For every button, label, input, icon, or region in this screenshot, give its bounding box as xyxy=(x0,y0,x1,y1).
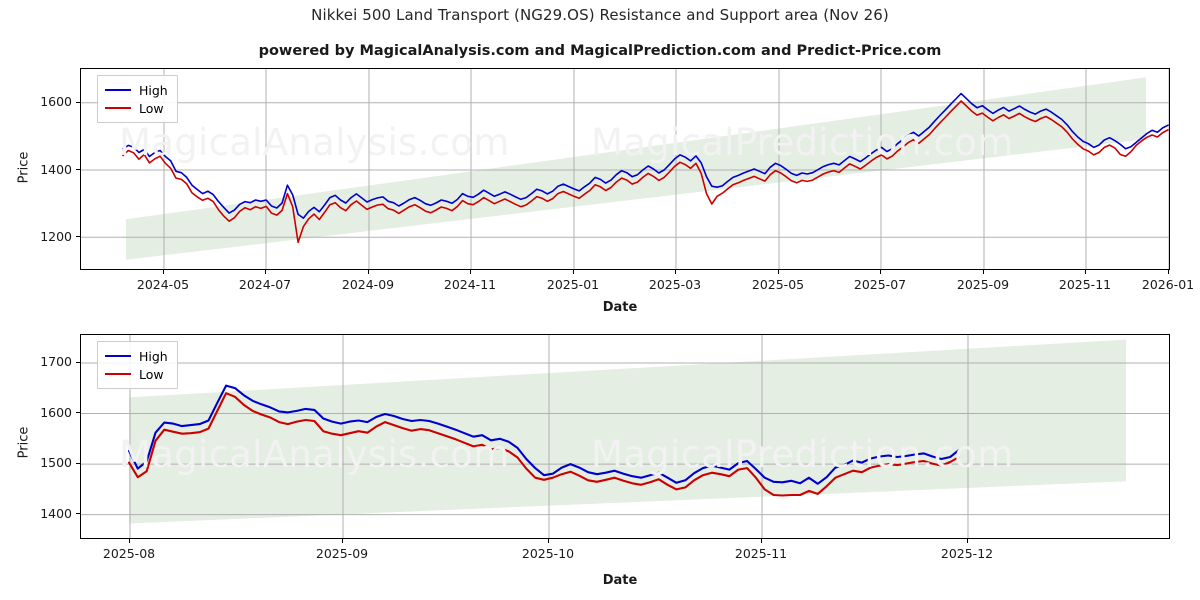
zoom-xtick-1: 2025-09 xyxy=(315,546,369,561)
overview-xtick-8: 2025-09 xyxy=(956,277,1010,292)
zoom-chart-panel: Price Date MagicalAnalysis.com MagicalPr… xyxy=(0,315,1200,600)
zoom-ytickmark-1500 xyxy=(76,462,80,464)
overview-x-axis-label: Date xyxy=(602,300,638,315)
overview-ytick-1200: 1200 xyxy=(40,229,72,244)
overview-xtickmark-6 xyxy=(778,270,779,274)
zoom-xtick-2: 2025-10 xyxy=(521,546,575,561)
overview-xtick-0: 2024-05 xyxy=(136,277,190,292)
zoom-legend: High Low xyxy=(97,341,178,389)
legend-item-low-zoom[interactable]: Low xyxy=(105,365,168,383)
legend-label-high-zoom: High xyxy=(139,348,168,364)
legend-label-high: High xyxy=(139,82,168,98)
legend-swatch-low xyxy=(105,107,131,109)
support-resistance-band xyxy=(126,77,1146,260)
overview-xtick-5: 2025-03 xyxy=(648,277,702,292)
overview-ytickmark-1200 xyxy=(76,236,80,238)
legend-item-high-zoom[interactable]: High xyxy=(105,347,168,365)
legend-swatch-high xyxy=(105,89,131,91)
overview-xtick-6: 2025-05 xyxy=(751,277,805,292)
legend-item-high[interactable]: High xyxy=(105,81,168,99)
overview-ytick-1400: 1400 xyxy=(40,162,72,177)
legend-swatch-low-zoom xyxy=(105,373,131,375)
overview-plot-area: MagicalAnalysis.com MagicalPrediction.co… xyxy=(80,68,1170,270)
overview-xtick-4: 2025-01 xyxy=(546,277,600,292)
zoom-xtick-4: 2025-12 xyxy=(940,546,994,561)
overview-xtickmark-3 xyxy=(470,270,471,274)
zoom-xtickmark-4 xyxy=(967,539,968,543)
page-subtitle: powered by MagicalAnalysis.com and Magic… xyxy=(258,43,942,59)
zoom-low-line xyxy=(127,392,961,497)
overview-plot-svg xyxy=(81,69,1169,269)
zoom-xtickmark-2 xyxy=(548,539,549,543)
zoom-xtickmark-1 xyxy=(342,539,343,543)
zoom-ytickmark-1700 xyxy=(76,361,80,363)
overview-legend: High Low xyxy=(97,75,178,123)
overview-xtick-10: 2026-01 xyxy=(1141,277,1195,292)
zoom-high-line xyxy=(127,384,961,485)
zoom-xtick-3: 2025-11 xyxy=(734,546,788,561)
zoom-ytick-1600: 1600 xyxy=(40,405,72,420)
zoom-ytick-1700: 1700 xyxy=(40,354,72,369)
zoom-ytickmark-1400 xyxy=(76,513,80,515)
overview-xtickmark-8 xyxy=(983,270,984,274)
overview-xtickmark-5 xyxy=(675,270,676,274)
zoom-xtickmark-0 xyxy=(129,539,130,543)
overview-high-line xyxy=(122,92,1169,219)
legend-item-low[interactable]: Low xyxy=(105,99,168,117)
legend-label-low: Low xyxy=(139,100,164,116)
overview-xtick-2: 2024-09 xyxy=(341,277,395,292)
overview-xtickmark-0 xyxy=(163,270,164,274)
overview-xtickmark-9 xyxy=(1085,270,1086,274)
zoom-ytickmark-1600 xyxy=(76,412,80,414)
zoom-xtickmark-3 xyxy=(761,539,762,543)
page-title: Nikkei 500 Land Transport (NG29.OS) Resi… xyxy=(311,6,889,24)
zoom-xtick-0: 2025-08 xyxy=(102,546,156,561)
legend-swatch-high-zoom xyxy=(105,355,131,357)
overview-low-line xyxy=(122,100,1169,244)
zoom-plot-svg xyxy=(81,335,1169,538)
support-resistance-band-zoom xyxy=(129,339,1126,524)
overview-xtick-3: 2024-11 xyxy=(443,277,497,292)
zoom-x-axis-label: Date xyxy=(602,573,638,588)
overview-ytickmark-1600 xyxy=(76,101,80,103)
overview-xtickmark-4 xyxy=(573,270,574,274)
zoom-plot-area: MagicalAnalysis.com MagicalPrediction.co… xyxy=(80,334,1170,539)
legend-label-low-zoom: Low xyxy=(139,366,164,382)
overview-ytickmark-1400 xyxy=(76,168,80,170)
overview-xtick-9: 2025-11 xyxy=(1058,277,1112,292)
zoom-ytick-1500: 1500 xyxy=(40,455,72,470)
overview-xtick-7: 2025-07 xyxy=(853,277,907,292)
overview-xtickmark-7 xyxy=(880,270,881,274)
overview-xtickmark-2 xyxy=(368,270,369,274)
overview-ytick-1600: 1600 xyxy=(40,94,72,109)
overview-chart-panel: Price Date MagicalAnalysis.com MagicalPr… xyxy=(17,68,1195,315)
overview-xtickmark-1 xyxy=(265,270,266,274)
zoom-ytick-1400: 1400 xyxy=(40,506,72,521)
overview-xtickmark-10 xyxy=(1168,270,1169,274)
overview-xtick-1: 2024-07 xyxy=(238,277,292,292)
